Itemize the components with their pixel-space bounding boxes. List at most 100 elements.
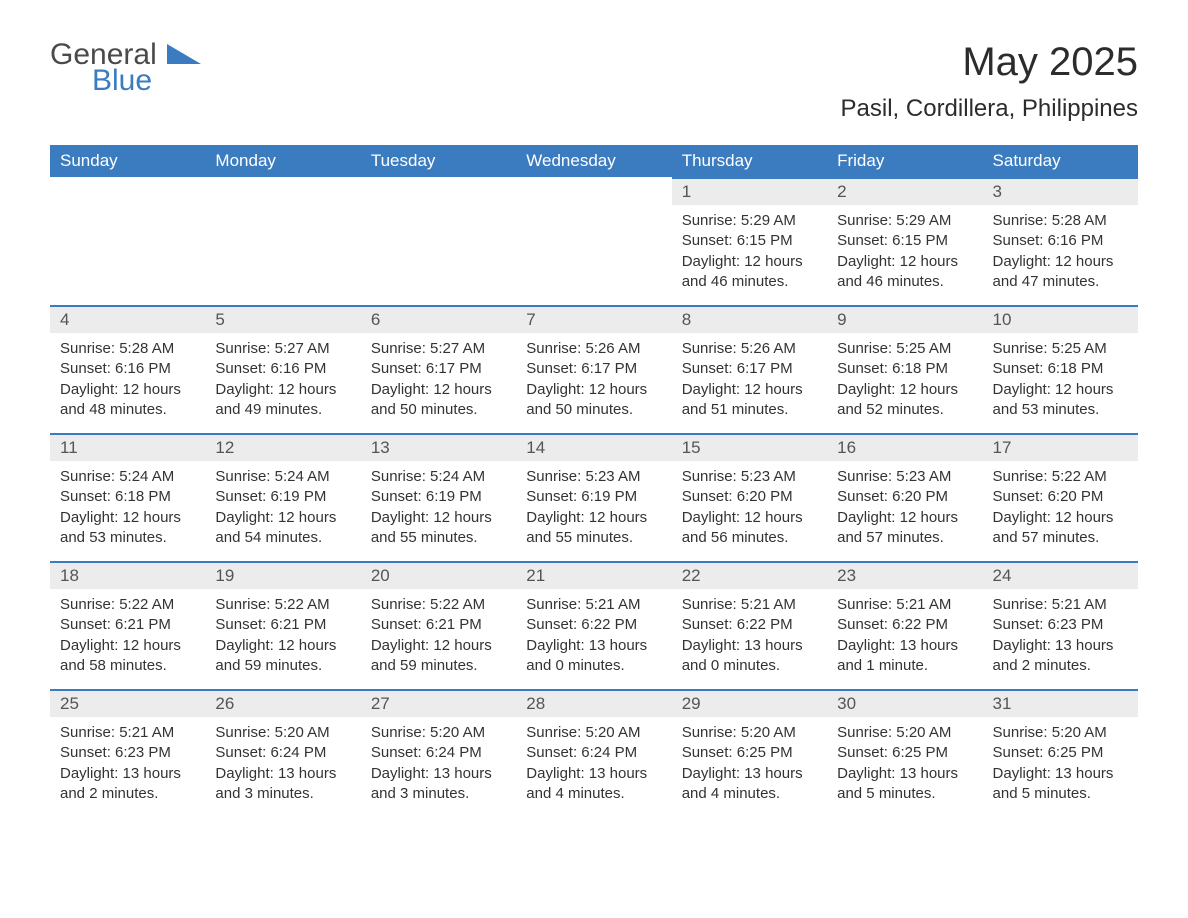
calendar-day-cell: 12Sunrise: 5:24 AMSunset: 6:19 PMDayligh… — [205, 433, 360, 561]
day-details: Sunrise: 5:25 AMSunset: 6:18 PMDaylight:… — [983, 333, 1138, 430]
sunrise-text: Sunrise: 5:20 AM — [993, 723, 1128, 743]
sunset-text: Sunset: 6:24 PM — [371, 743, 506, 763]
sunrise-text: Sunrise: 5:24 AM — [215, 467, 350, 487]
sunrise-text: Sunrise: 5:28 AM — [993, 211, 1128, 231]
day-details: Sunrise: 5:20 AMSunset: 6:24 PMDaylight:… — [516, 717, 671, 814]
daylight-text: Daylight: 13 hours and 0 minutes. — [682, 636, 817, 677]
sunset-text: Sunset: 6:18 PM — [837, 359, 972, 379]
sunset-text: Sunset: 6:19 PM — [215, 487, 350, 507]
day-number: 8 — [672, 307, 827, 333]
calendar-day-cell: 21Sunrise: 5:21 AMSunset: 6:22 PMDayligh… — [516, 561, 671, 689]
page-header: General Blue May 2025 Pasil, Cordillera,… — [50, 40, 1138, 137]
day-details: Sunrise: 5:27 AMSunset: 6:16 PMDaylight:… — [205, 333, 360, 430]
sunrise-text: Sunrise: 5:26 AM — [682, 339, 817, 359]
sunset-text: Sunset: 6:22 PM — [682, 615, 817, 635]
daylight-text: Daylight: 12 hours and 59 minutes. — [215, 636, 350, 677]
weekday-header: Monday — [205, 145, 360, 177]
sunset-text: Sunset: 6:21 PM — [60, 615, 195, 635]
sunset-text: Sunset: 6:25 PM — [682, 743, 817, 763]
sunset-text: Sunset: 6:25 PM — [837, 743, 972, 763]
day-number: 15 — [672, 435, 827, 461]
sunset-text: Sunset: 6:24 PM — [526, 743, 661, 763]
day-number: 2 — [827, 179, 982, 205]
day-number: 17 — [983, 435, 1138, 461]
day-details: Sunrise: 5:21 AMSunset: 6:23 PMDaylight:… — [50, 717, 205, 814]
sunset-text: Sunset: 6:16 PM — [60, 359, 195, 379]
calendar-day-cell: 28Sunrise: 5:20 AMSunset: 6:24 PMDayligh… — [516, 689, 671, 817]
calendar-week-row: 25Sunrise: 5:21 AMSunset: 6:23 PMDayligh… — [50, 689, 1138, 817]
calendar-day-cell: 24Sunrise: 5:21 AMSunset: 6:23 PMDayligh… — [983, 561, 1138, 689]
calendar-day-cell: 22Sunrise: 5:21 AMSunset: 6:22 PMDayligh… — [672, 561, 827, 689]
sunrise-text: Sunrise: 5:22 AM — [215, 595, 350, 615]
calendar-body: 1Sunrise: 5:29 AMSunset: 6:15 PMDaylight… — [50, 177, 1138, 817]
sunrise-text: Sunrise: 5:29 AM — [837, 211, 972, 231]
sunrise-text: Sunrise: 5:21 AM — [993, 595, 1128, 615]
day-details: Sunrise: 5:21 AMSunset: 6:22 PMDaylight:… — [672, 589, 827, 686]
calendar-table: SundayMondayTuesdayWednesdayThursdayFrid… — [50, 145, 1138, 817]
day-details: Sunrise: 5:24 AMSunset: 6:19 PMDaylight:… — [205, 461, 360, 558]
sunrise-text: Sunrise: 5:22 AM — [60, 595, 195, 615]
logo-triangle-icon — [167, 40, 201, 70]
sunrise-text: Sunrise: 5:21 AM — [60, 723, 195, 743]
sunrise-text: Sunrise: 5:20 AM — [526, 723, 661, 743]
day-number: 18 — [50, 563, 205, 589]
day-number: 22 — [672, 563, 827, 589]
daylight-text: Daylight: 12 hours and 46 minutes. — [837, 252, 972, 293]
calendar-day-cell: 29Sunrise: 5:20 AMSunset: 6:25 PMDayligh… — [672, 689, 827, 817]
sunrise-text: Sunrise: 5:22 AM — [371, 595, 506, 615]
calendar-day-cell: 5Sunrise: 5:27 AMSunset: 6:16 PMDaylight… — [205, 305, 360, 433]
daylight-text: Daylight: 13 hours and 0 minutes. — [526, 636, 661, 677]
daylight-text: Daylight: 13 hours and 3 minutes. — [215, 764, 350, 805]
weekday-header: Tuesday — [361, 145, 516, 177]
day-details: Sunrise: 5:23 AMSunset: 6:20 PMDaylight:… — [827, 461, 982, 558]
daylight-text: Daylight: 12 hours and 46 minutes. — [682, 252, 817, 293]
day-number: 23 — [827, 563, 982, 589]
day-details: Sunrise: 5:26 AMSunset: 6:17 PMDaylight:… — [516, 333, 671, 430]
day-details: Sunrise: 5:20 AMSunset: 6:24 PMDaylight:… — [361, 717, 516, 814]
sunset-text: Sunset: 6:16 PM — [215, 359, 350, 379]
daylight-text: Daylight: 12 hours and 47 minutes. — [993, 252, 1128, 293]
daylight-text: Daylight: 12 hours and 50 minutes. — [371, 380, 506, 421]
logo-text-blue: Blue — [92, 66, 201, 96]
title-block: May 2025 Pasil, Cordillera, Philippines — [841, 40, 1138, 137]
calendar-week-row: 18Sunrise: 5:22 AMSunset: 6:21 PMDayligh… — [50, 561, 1138, 689]
sunset-text: Sunset: 6:15 PM — [682, 231, 817, 251]
daylight-text: Daylight: 12 hours and 51 minutes. — [682, 380, 817, 421]
sunset-text: Sunset: 6:20 PM — [682, 487, 817, 507]
day-details: Sunrise: 5:25 AMSunset: 6:18 PMDaylight:… — [827, 333, 982, 430]
day-details: Sunrise: 5:22 AMSunset: 6:21 PMDaylight:… — [50, 589, 205, 686]
day-number: 7 — [516, 307, 671, 333]
day-number: 5 — [205, 307, 360, 333]
weekday-header: Friday — [827, 145, 982, 177]
day-number: 20 — [361, 563, 516, 589]
day-details: Sunrise: 5:28 AMSunset: 6:16 PMDaylight:… — [983, 205, 1138, 302]
sunrise-text: Sunrise: 5:27 AM — [215, 339, 350, 359]
day-details: Sunrise: 5:20 AMSunset: 6:25 PMDaylight:… — [983, 717, 1138, 814]
calendar-day-cell: 27Sunrise: 5:20 AMSunset: 6:24 PMDayligh… — [361, 689, 516, 817]
day-details: Sunrise: 5:21 AMSunset: 6:23 PMDaylight:… — [983, 589, 1138, 686]
daylight-text: Daylight: 13 hours and 2 minutes. — [993, 636, 1128, 677]
calendar-day-cell: 8Sunrise: 5:26 AMSunset: 6:17 PMDaylight… — [672, 305, 827, 433]
sunrise-text: Sunrise: 5:20 AM — [682, 723, 817, 743]
day-number: 26 — [205, 691, 360, 717]
sunset-text: Sunset: 6:23 PM — [60, 743, 195, 763]
sunset-text: Sunset: 6:19 PM — [526, 487, 661, 507]
calendar-day-cell: 10Sunrise: 5:25 AMSunset: 6:18 PMDayligh… — [983, 305, 1138, 433]
day-number: 14 — [516, 435, 671, 461]
day-details: Sunrise: 5:23 AMSunset: 6:19 PMDaylight:… — [516, 461, 671, 558]
day-number: 24 — [983, 563, 1138, 589]
sunset-text: Sunset: 6:18 PM — [993, 359, 1128, 379]
day-number: 4 — [50, 307, 205, 333]
calendar-day-cell: 31Sunrise: 5:20 AMSunset: 6:25 PMDayligh… — [983, 689, 1138, 817]
sunrise-text: Sunrise: 5:22 AM — [993, 467, 1128, 487]
calendar-day-cell: 30Sunrise: 5:20 AMSunset: 6:25 PMDayligh… — [827, 689, 982, 817]
calendar-day-cell: 7Sunrise: 5:26 AMSunset: 6:17 PMDaylight… — [516, 305, 671, 433]
daylight-text: Daylight: 13 hours and 2 minutes. — [60, 764, 195, 805]
sunrise-text: Sunrise: 5:28 AM — [60, 339, 195, 359]
daylight-text: Daylight: 12 hours and 53 minutes. — [60, 508, 195, 549]
sunset-text: Sunset: 6:18 PM — [60, 487, 195, 507]
day-number: 1 — [672, 179, 827, 205]
calendar-location: Pasil, Cordillera, Philippines — [841, 95, 1138, 123]
sunset-text: Sunset: 6:22 PM — [526, 615, 661, 635]
sunset-text: Sunset: 6:25 PM — [993, 743, 1128, 763]
